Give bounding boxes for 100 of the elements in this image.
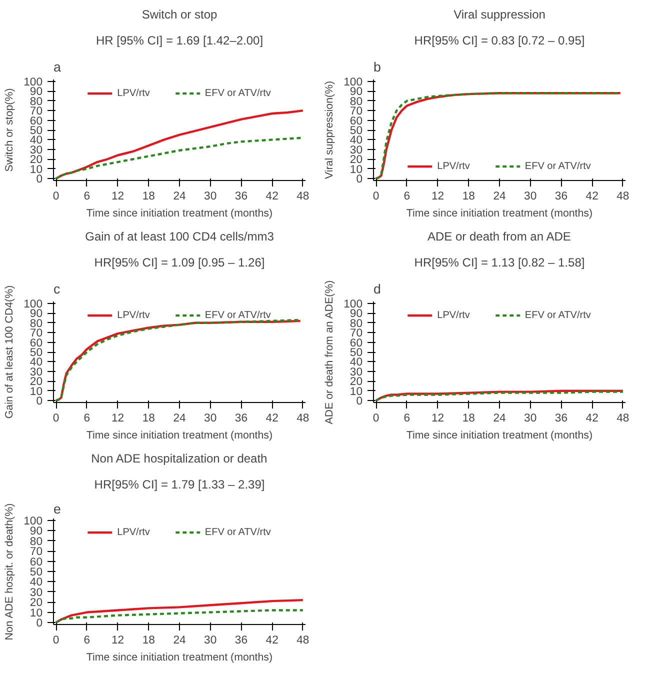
x-tick-label: 12: [431, 190, 444, 202]
chart-subtitle: HR[95% CI] = 1.09 [0.95 – 1.26]: [94, 256, 265, 270]
x-tick-label: 36: [234, 634, 248, 646]
x-tick-label: 0: [52, 634, 60, 646]
y-tick-label: 10: [30, 386, 43, 398]
legend-label: LPV/rtv: [437, 310, 470, 320]
y-tick-label: 70: [350, 106, 363, 118]
x-tick-label: 42: [586, 412, 598, 424]
line-series: [374, 92, 622, 180]
y-tick-label: 10: [350, 164, 363, 176]
x-tick-label: 18: [142, 412, 155, 424]
y-tick-label: 100: [344, 76, 363, 88]
y-axis-title: Viral suppression(%): [324, 80, 336, 180]
y-tick-label: 70: [350, 328, 363, 340]
x-tick-label: 30: [524, 412, 537, 424]
x-tick-label: 6: [84, 634, 90, 646]
y-tick-label: 60: [30, 115, 43, 128]
legend-label: EFV or ATV/rtv: [204, 88, 271, 98]
y-tick-label: 40: [30, 134, 43, 147]
text: a: [54, 60, 62, 74]
y-tick-label: 0: [36, 396, 43, 408]
chart-subtitle: HR[95% CI] = 1.79 [1.33 – 2.39]: [94, 478, 265, 492]
x-axis-title: Time since initiation treatment (months): [406, 208, 593, 220]
x-tick-label: 30: [204, 412, 217, 424]
chart-title: Switch or stop: [142, 8, 218, 22]
y-tick-label: 10: [30, 164, 43, 176]
y-tick-label: 60: [30, 556, 43, 568]
y-tick-label: 90: [350, 308, 363, 320]
y-tick-label: 70: [30, 546, 43, 558]
y-tick-label: 0: [36, 174, 43, 186]
y-tick-label: 50: [30, 347, 43, 359]
x-tick-label: 36: [554, 190, 568, 202]
x-tick-label: 24: [173, 412, 186, 424]
legend-label: LPV/rtv: [117, 526, 150, 538]
y-tick-label: 80: [350, 318, 363, 330]
text: e: [54, 502, 61, 516]
x-tick-label: 6: [404, 412, 410, 424]
legend-label: LPV/rtv: [117, 310, 150, 320]
x-tick-label: 6: [84, 190, 90, 202]
y-tick-label: 100: [24, 516, 43, 528]
x-axis-title: Time since initiation treatment (months): [86, 208, 273, 220]
y-tick-label: 0: [356, 174, 363, 186]
x-tick-label: 36: [234, 190, 248, 202]
x-tick-label: 30: [204, 190, 217, 202]
x-tick-label: 42: [586, 190, 598, 202]
y-tick-label: 60: [30, 337, 43, 350]
y-tick-label: 0: [356, 396, 363, 408]
y-tick-label: 10: [350, 386, 363, 398]
y-tick-label: 80: [350, 96, 363, 108]
x-tick-label: 24: [173, 634, 186, 646]
y-tick-label: 20: [350, 154, 363, 166]
y-tick-label: 100: [344, 298, 363, 310]
x-tick-label: 18: [142, 190, 155, 202]
legend-label: LPV/rtv: [117, 88, 150, 98]
y-tick-label: 20: [30, 376, 43, 388]
x-tick-label: 30: [204, 634, 217, 646]
legend-label: EFV or ATV/rtv: [204, 526, 271, 538]
y-axis-title: Switch or stop(%): [4, 88, 16, 172]
x-tick-label: 18: [462, 412, 475, 424]
x-axis-title: Time since initiation treatment (months): [86, 652, 273, 664]
x-tick-label: 0: [372, 412, 380, 424]
x-tick-label: 0: [372, 190, 380, 202]
y-tick-label: 20: [30, 597, 43, 610]
x-tick-label: 18: [462, 190, 475, 202]
y-tick-label: 50: [350, 125, 363, 137]
y-tick-label: 30: [350, 366, 363, 378]
text: d: [374, 282, 381, 296]
y-tick-label: 50: [30, 125, 43, 137]
x-tick-label: 12: [111, 634, 124, 646]
y-tick-label: 60: [350, 337, 363, 350]
chart-title: Viral suppression: [454, 8, 546, 22]
legend-label: EFV or ATV/rtv: [524, 160, 591, 172]
y-tick-label: 30: [30, 586, 43, 599]
chart-title: ADE or death from an ADE: [427, 230, 571, 244]
y-tick-label: 70: [30, 106, 43, 118]
x-tick-label: 36: [234, 412, 248, 424]
text: c: [54, 282, 60, 296]
legend-label: EFV or ATV/rtv: [204, 310, 271, 320]
y-tick-label: 80: [30, 96, 43, 108]
y-axis-title: Gain of at least 100 CD4(%): [4, 285, 16, 419]
y-tick-label: 90: [30, 526, 43, 538]
x-tick-label: 48: [296, 412, 310, 424]
x-tick-label: 24: [493, 190, 506, 202]
y-tick-label: 40: [30, 356, 43, 369]
y-tick-label: 50: [350, 347, 363, 359]
y-tick-label: 70: [30, 328, 43, 340]
x-axis-title: Time since initiation treatment (months): [86, 430, 273, 442]
chart-subtitle: HR[95% CI] = 1.13 [0.82 – 1.58]: [414, 256, 585, 270]
y-axis-title: ADE or death from an ADE(%): [324, 280, 336, 424]
legend-label: EFV or ATV/rtv: [524, 310, 591, 320]
x-tick-label: 42: [266, 190, 278, 202]
x-tick-label: 12: [111, 190, 124, 202]
x-tick-label: 48: [616, 190, 630, 202]
y-tick-label: 90: [30, 86, 43, 98]
x-tick-label: 6: [84, 412, 90, 424]
y-tick-label: 90: [350, 86, 363, 98]
x-axis-title: Time since initiation treatment (months): [406, 430, 593, 442]
y-tick-label: 20: [30, 154, 43, 166]
x-tick-label: 6: [404, 190, 410, 202]
x-tick-label: 42: [266, 412, 278, 424]
